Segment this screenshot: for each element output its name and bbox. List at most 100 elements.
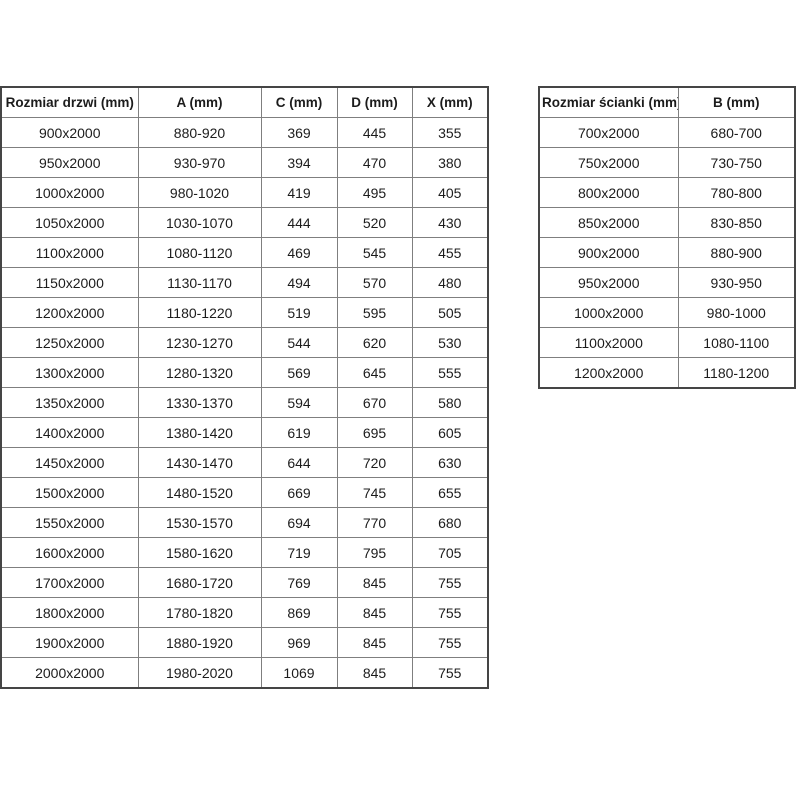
table-cell: 570 [336,267,413,298]
table-cell: 1900x2000 [0,627,139,658]
table-cell: 2000x2000 [0,657,139,689]
table-cell: 845 [336,627,413,658]
table-cell: 730-750 [677,147,796,178]
table-row: 900x2000 880-920 369 445 355 [0,117,489,148]
table-cell: 1330-1370 [137,387,262,418]
table-cell: 1250x2000 [0,327,139,358]
table-cell: 594 [260,387,338,418]
column-header: Rozmiar ścianki (mm) [538,86,679,118]
table-row: 1300x2000 1280-1320 569 645 555 [0,357,489,388]
table-cell: 645 [336,357,413,388]
column-header: A (mm) [137,86,262,118]
table-cell: 1300x2000 [0,357,139,388]
table-row: 1050x2000 1030-1070 444 520 430 [0,207,489,238]
table-cell: 769 [260,567,338,598]
table-row: 2000x2000 1980-2020 1069 845 755 [0,657,489,689]
table-cell: 1500x2000 [0,477,139,508]
table-row: 1400x2000 1380-1420 619 695 605 [0,417,489,448]
table-row: 1700x2000 1680-1720 769 845 755 [0,567,489,598]
table-cell: 1400x2000 [0,417,139,448]
table-cell: 980-1020 [137,177,262,208]
table-cell: 880-900 [677,237,796,268]
table-row: 1800x2000 1780-1820 869 845 755 [0,597,489,628]
table-row: 1200x2000 1180-1200 [538,357,796,389]
table-row: 1900x2000 1880-1920 969 845 755 [0,627,489,658]
table-cell: 355 [411,117,489,148]
table-cell: 405 [411,177,489,208]
table-cell: 1050x2000 [0,207,139,238]
table-row: 750x2000 730-750 [538,147,796,178]
table-cell: 1600x2000 [0,537,139,568]
table-cell: 1700x2000 [0,567,139,598]
table-cell: 745 [336,477,413,508]
table-row: 1500x2000 1480-1520 669 745 655 [0,477,489,508]
table-cell: 680 [411,507,489,538]
table-cell: 1000x2000 [0,177,139,208]
table-cell: 545 [336,237,413,268]
table-cell: 780-800 [677,177,796,208]
table-cell: 644 [260,447,338,478]
table-cell: 1380-1420 [137,417,262,448]
table-cell: 595 [336,297,413,328]
table-row: 700x2000 680-700 [538,117,796,148]
table-row: 1600x2000 1580-1620 719 795 705 [0,537,489,568]
table-cell: 369 [260,117,338,148]
table-cell: 1430-1470 [137,447,262,478]
table-cell: 1080-1100 [677,327,796,358]
table-cell: 1350x2000 [0,387,139,418]
table-row: 1150x2000 1130-1170 494 570 480 [0,267,489,298]
table-cell: 1200x2000 [0,297,139,328]
table-cell: 700x2000 [538,117,679,148]
table-cell: 1550x2000 [0,507,139,538]
table-cell: 1180-1200 [677,357,796,389]
table-cell: 1800x2000 [0,597,139,628]
table-cell: 969 [260,627,338,658]
table-cell: 1880-1920 [137,627,262,658]
table-row: 1450x2000 1430-1470 644 720 630 [0,447,489,478]
table-cell: 900x2000 [538,237,679,268]
table-row: 1200x2000 1180-1220 519 595 505 [0,297,489,328]
table-cell: 770 [336,507,413,538]
table-row: 1100x2000 1080-1120 469 545 455 [0,237,489,268]
table-cell: 569 [260,357,338,388]
table-cell: 845 [336,657,413,689]
table-cell: 1530-1570 [137,507,262,538]
table-cell: 755 [411,567,489,598]
table-cell: 719 [260,537,338,568]
table-cell: 1280-1320 [137,357,262,388]
table-cell: 1200x2000 [538,357,679,389]
table-cell: 930-970 [137,147,262,178]
table-cell: 694 [260,507,338,538]
table-cell: 705 [411,537,489,568]
table-cell: 430 [411,207,489,238]
column-header: B (mm) [677,86,796,118]
table-row: 1250x2000 1230-1270 544 620 530 [0,327,489,358]
table-row: 1100x2000 1080-1100 [538,327,796,358]
table-cell: 950x2000 [538,267,679,298]
table-cell: 1980-2020 [137,657,262,689]
table-cell: 469 [260,237,338,268]
table-cell: 494 [260,267,338,298]
table-cell: 850x2000 [538,207,679,238]
table-cell: 669 [260,477,338,508]
table-cell: 869 [260,597,338,628]
table-cell: 880-920 [137,117,262,148]
table-cell: 720 [336,447,413,478]
table-cell: 1680-1720 [137,567,262,598]
table-cell: 620 [336,327,413,358]
table-cell: 930-950 [677,267,796,298]
table-cell: 1450x2000 [0,447,139,478]
table-cell: 619 [260,417,338,448]
column-header: D (mm) [336,86,413,118]
table-cell: 544 [260,327,338,358]
column-header: X (mm) [411,86,489,118]
table-row: 1000x2000 980-1020 419 495 405 [0,177,489,208]
table-cell: 830-850 [677,207,796,238]
table-cell: 755 [411,627,489,658]
table-row: 1550x2000 1530-1570 694 770 680 [0,507,489,538]
table-cell: 580 [411,387,489,418]
table-cell: 1480-1520 [137,477,262,508]
table-cell: 394 [260,147,338,178]
table-cell: 1030-1070 [137,207,262,238]
